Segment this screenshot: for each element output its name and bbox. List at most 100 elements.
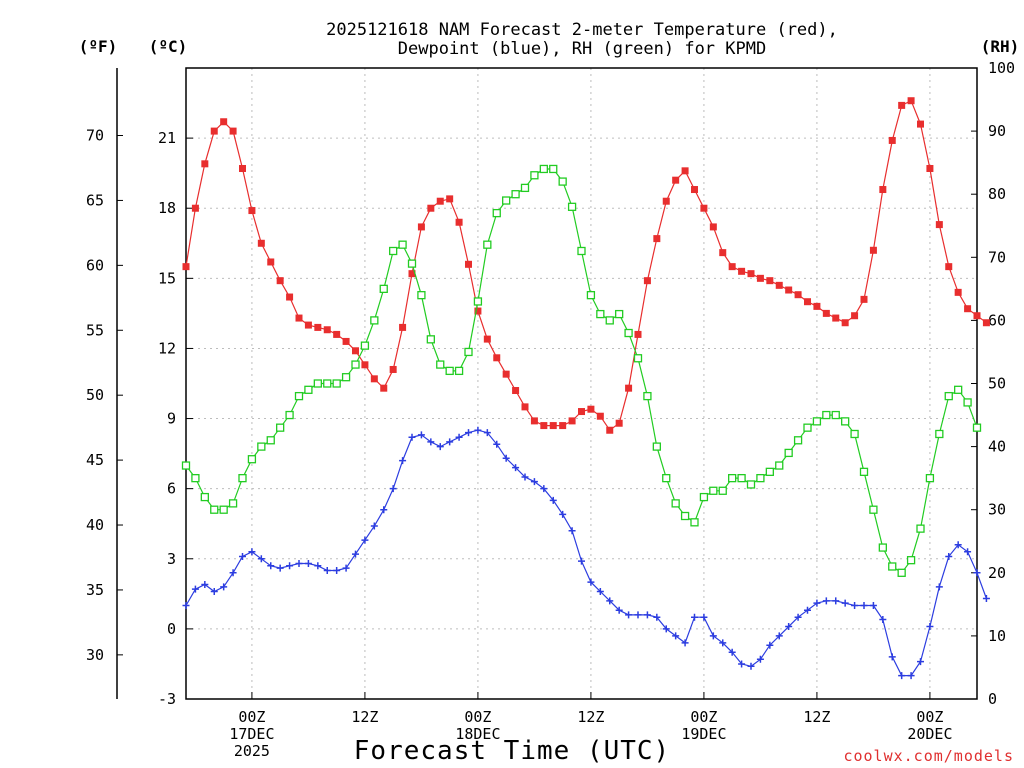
- temperature-point: [785, 286, 793, 294]
- dewpoint-point: [427, 438, 435, 446]
- temperature-point: [399, 323, 407, 331]
- temperature-point: [352, 347, 359, 355]
- celsius-tick-label: 0: [167, 620, 176, 638]
- rh-point: [916, 524, 925, 533]
- temperature-point: [973, 312, 981, 320]
- dewpoint-point: [286, 562, 294, 570]
- temperature-point: [276, 277, 284, 285]
- rh-point: [793, 436, 803, 445]
- temperature-point: [474, 307, 482, 315]
- dewpoint-point: [719, 639, 727, 647]
- dewpoint-point: [596, 587, 604, 595]
- rh-point: [746, 480, 756, 489]
- dewpoint-point: [512, 464, 520, 472]
- rh-tick-label: 90: [988, 122, 1006, 140]
- fahrenheit-tick-label: 65: [86, 191, 104, 209]
- rh-point: [831, 410, 840, 420]
- rh-point: [897, 568, 906, 577]
- temperature-point: [201, 160, 209, 168]
- temperature-point: [417, 223, 425, 231]
- dewpoint-point: [455, 433, 463, 441]
- rh-point: [756, 473, 765, 483]
- temperature-point: [408, 270, 416, 278]
- temperature-point: [342, 337, 350, 345]
- dewpoint-point: [417, 431, 425, 439]
- celsius-unit-label: (ºC): [149, 37, 188, 56]
- temperature-point: [653, 235, 661, 243]
- celsius-tick-label: 15: [158, 269, 176, 287]
- plot-frame: [185, 67, 978, 700]
- temperature-point: [465, 260, 472, 268]
- dewpoint-point: [964, 548, 972, 556]
- temperature-point: [738, 267, 746, 275]
- rh-point: [596, 309, 605, 319]
- dewpoint-point: [493, 440, 501, 448]
- rh-point: [341, 373, 351, 382]
- temperature-point: [775, 281, 783, 289]
- dewpoint-point: [653, 613, 661, 621]
- x-tick-label: 00Z: [464, 708, 491, 726]
- temperature-point: [530, 417, 538, 425]
- rh-point: [954, 385, 963, 394]
- temperature-point: [370, 375, 378, 383]
- temperature-point: [964, 305, 972, 313]
- dewpoint-point: [502, 454, 510, 462]
- rh-point: [859, 467, 869, 476]
- axis-ticks: -3 0 3 6 9 12 15 18 21 30 35 40 45 50 55 60 65 70 0 10 20 30 4…: [86, 59, 1015, 708]
- rh-point: [304, 385, 313, 394]
- temperature-point: [257, 239, 265, 247]
- x-tick-label: 12Z: [351, 708, 378, 726]
- dewpoint-point: [662, 625, 670, 633]
- temperature-point: [502, 370, 510, 378]
- temperature-point: [587, 405, 595, 413]
- dewpoint-point: [389, 485, 397, 493]
- dewpoint-point: [559, 510, 567, 518]
- dewpoint-point: [888, 653, 896, 661]
- x-tick-label: 00Z: [238, 708, 265, 726]
- celsius-tick-label: 12: [158, 339, 176, 357]
- dewpoint-point: [775, 632, 783, 640]
- data-series: [181, 97, 990, 680]
- temperature-point: [747, 270, 755, 278]
- dewpoint-point: [747, 662, 755, 670]
- rh-point: [181, 461, 191, 470]
- dewpoint-point: [361, 536, 369, 544]
- temperature-point: [493, 354, 501, 362]
- rh-point: [200, 492, 209, 502]
- dewpoint-point: [587, 578, 595, 586]
- temperature-point: [191, 204, 199, 212]
- dewpoint-point: [860, 602, 868, 610]
- dewpoint-point: [342, 564, 350, 572]
- dewpoint-point: [568, 527, 576, 535]
- rh-point: [633, 354, 643, 363]
- dewpoint-point: [323, 566, 331, 574]
- rh-tick-label: 0: [988, 690, 997, 708]
- rh-point: [502, 196, 511, 205]
- dewpoint-point: [813, 599, 821, 607]
- rh-series: [181, 164, 982, 577]
- chart-title-line1: 2025121618 NAM Forecast 2-meter Temperat…: [326, 20, 838, 40]
- dewpoint-point: [267, 562, 275, 570]
- temperature-point: [446, 195, 454, 203]
- temperature-point: [832, 314, 840, 322]
- rh-point: [841, 417, 850, 426]
- dewpoint-point: [446, 438, 454, 446]
- rh-point: [586, 291, 596, 300]
- dewpoint-point: [728, 648, 736, 656]
- temperature-point: [483, 335, 491, 343]
- temperature-point: [596, 412, 604, 420]
- rh-point: [699, 492, 709, 502]
- rh-point: [285, 410, 294, 420]
- rh-point: [972, 423, 982, 432]
- dewpoint-point: [879, 616, 887, 624]
- rh-point: [492, 208, 501, 218]
- dewpoint-point: [436, 443, 444, 451]
- rh-point: [219, 505, 228, 514]
- dewpoint-point: [465, 429, 472, 437]
- rh-point: [765, 467, 774, 476]
- dewpoint-point: [276, 564, 284, 572]
- dewpoint-point: [935, 583, 943, 591]
- rh-tick-label: 70: [988, 248, 1006, 266]
- fahrenheit-tick-label: 70: [86, 127, 104, 145]
- dewpoint-point: [220, 583, 228, 591]
